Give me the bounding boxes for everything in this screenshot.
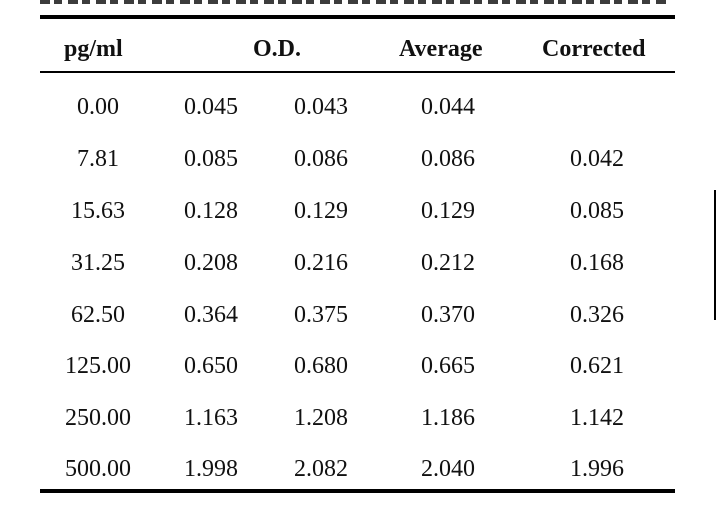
table-row: 15.63 0.128 0.129 0.129 0.085 xyxy=(40,198,675,228)
cell-average: 0.212 xyxy=(421,250,475,276)
cell-od1: 0.085 xyxy=(184,146,238,172)
cell-od1: 0.364 xyxy=(184,302,238,328)
cell-od2: 0.129 xyxy=(294,198,348,224)
cell-od2: 0.043 xyxy=(294,94,348,120)
cell-od1: 0.128 xyxy=(184,198,238,224)
cell-pgml: 31.25 xyxy=(71,250,125,276)
cell-od2: 0.086 xyxy=(294,146,348,172)
cropped-caption-text xyxy=(40,0,670,6)
cell-corrected: 0.085 xyxy=(570,198,624,224)
table-row: 125.00 0.650 0.680 0.665 0.621 xyxy=(40,353,675,383)
cell-od1: 1.998 xyxy=(184,456,238,482)
cell-average: 2.040 xyxy=(421,456,475,482)
table-row: 500.00 1.998 2.082 2.040 1.996 xyxy=(40,456,675,486)
cell-pgml: 125.00 xyxy=(65,353,131,379)
cell-corrected: 0.168 xyxy=(570,250,624,276)
cell-od2: 1.208 xyxy=(294,405,348,431)
cell-pgml: 7.81 xyxy=(77,146,119,172)
cell-corrected: 1.142 xyxy=(570,405,624,431)
cell-average: 1.186 xyxy=(421,405,475,431)
cell-pgml: 250.00 xyxy=(65,405,131,431)
table-header-row: pg/ml O.D. Average Corrected xyxy=(40,36,675,68)
cell-average: 0.370 xyxy=(421,302,475,328)
header-od: O.D. xyxy=(253,36,301,62)
table-header-rule xyxy=(40,71,675,73)
cell-corrected: 0.621 xyxy=(570,353,624,379)
table-row: 0.00 0.045 0.043 0.044 xyxy=(40,94,675,124)
page-edge-mark xyxy=(714,190,716,320)
header-corrected: Corrected xyxy=(542,36,646,62)
cell-od2: 0.216 xyxy=(294,250,348,276)
table-bottom-rule xyxy=(40,489,675,493)
header-average: Average xyxy=(399,36,483,62)
cell-od2: 0.680 xyxy=(294,353,348,379)
cell-od1: 0.650 xyxy=(184,353,238,379)
cell-od2: 0.375 xyxy=(294,302,348,328)
cell-pgml: 500.00 xyxy=(65,456,131,482)
table-top-rule xyxy=(40,15,675,19)
cell-corrected: 1.996 xyxy=(570,456,624,482)
caption-fragment xyxy=(40,0,670,4)
cell-od2: 2.082 xyxy=(294,456,348,482)
table-row: 250.00 1.163 1.208 1.186 1.142 xyxy=(40,405,675,435)
cell-od1: 1.163 xyxy=(184,405,238,431)
cell-average: 0.129 xyxy=(421,198,475,224)
cell-corrected: 0.042 xyxy=(570,146,624,172)
cell-pgml: 15.63 xyxy=(71,198,125,224)
table-row: 62.50 0.364 0.375 0.370 0.326 xyxy=(40,302,675,332)
table-row: 31.25 0.208 0.216 0.212 0.168 xyxy=(40,250,675,280)
cell-pgml: 62.50 xyxy=(71,302,125,328)
table-row: 7.81 0.085 0.086 0.086 0.042 xyxy=(40,146,675,176)
cell-pgml: 0.00 xyxy=(77,94,119,120)
cell-average: 0.086 xyxy=(421,146,475,172)
cell-average: 0.665 xyxy=(421,353,475,379)
header-pgml: pg/ml xyxy=(64,36,123,62)
cell-average: 0.044 xyxy=(421,94,475,120)
cell-od1: 0.208 xyxy=(184,250,238,276)
cell-corrected: 0.326 xyxy=(570,302,624,328)
cell-od1: 0.045 xyxy=(184,94,238,120)
